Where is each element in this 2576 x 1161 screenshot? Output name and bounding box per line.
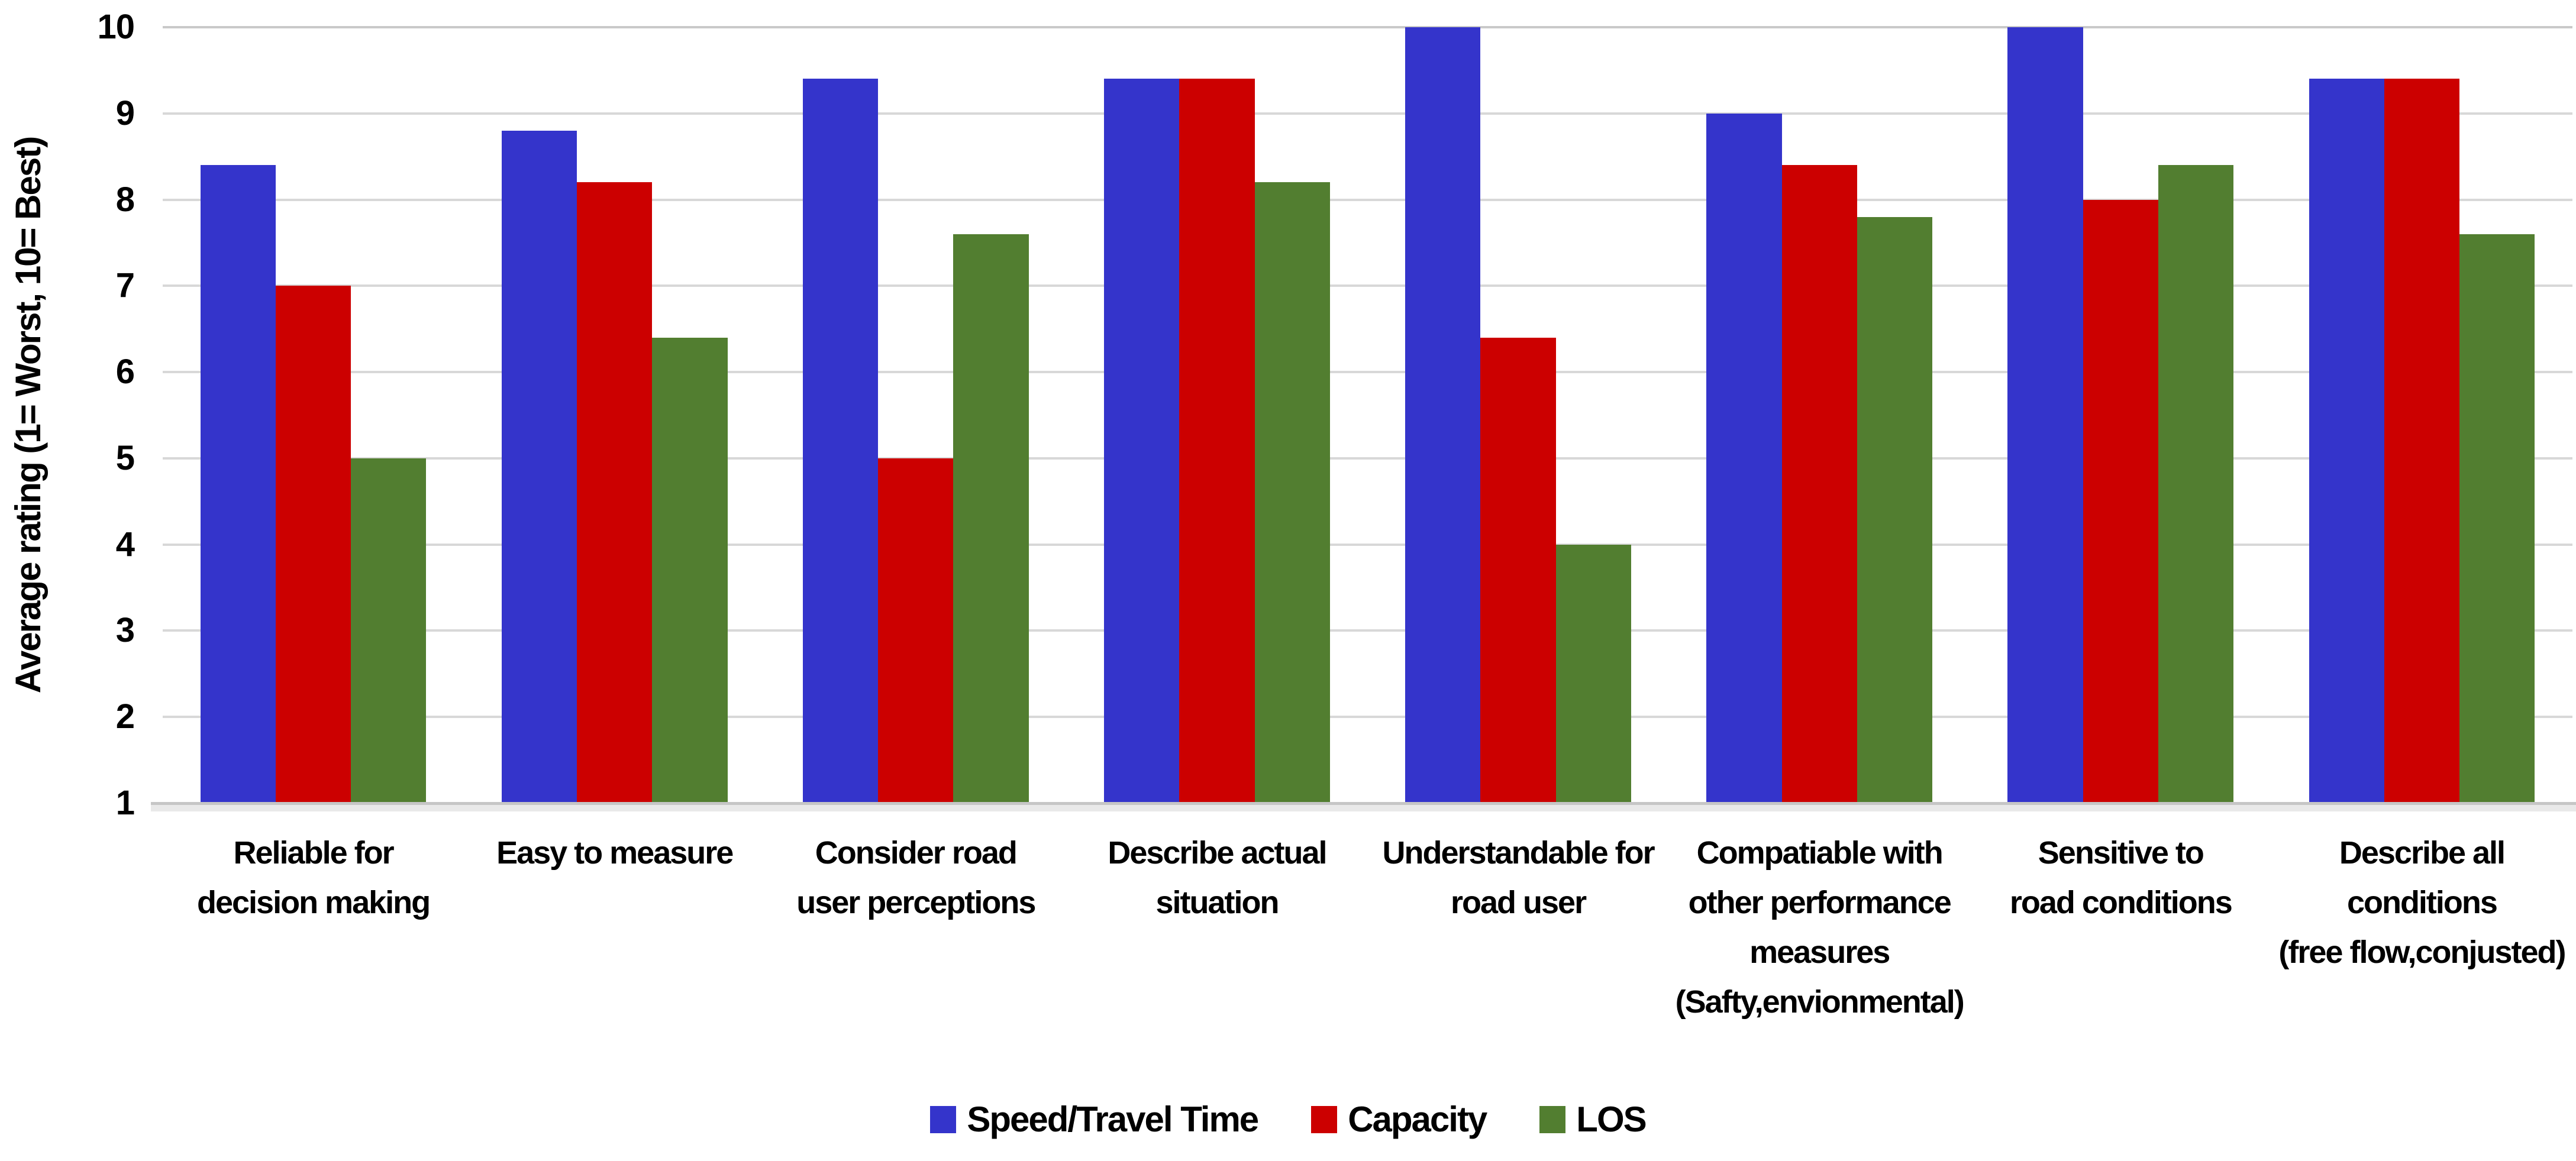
bar-group-sensitive-to: [1970, 27, 2271, 803]
bar-capacity-3: [878, 458, 954, 803]
x-axis-line: [151, 802, 2576, 805]
bar-los-6: [1857, 216, 1933, 803]
legend-item-capacity: Capacity: [1311, 1099, 1487, 1140]
bar-capacity-7: [2083, 199, 2158, 803]
category-label-describe-actual: Describe actual situation: [1108, 835, 1327, 920]
category-label-describe-all: Describe all conditions (free flow,conju…: [2278, 835, 2566, 970]
legend-item-speed-travel-time: Speed/Travel Time: [930, 1099, 1259, 1140]
y-tick-label-3: 3: [115, 611, 135, 650]
bar-speed-travel-time-6: [1706, 113, 1782, 803]
bar-capacity-5: [1480, 337, 1556, 803]
legend-swatch-los: [1539, 1105, 1566, 1133]
bar-capacity-8: [2384, 79, 2460, 803]
bar-capacity-4: [1179, 79, 1255, 803]
category-label-easy-to-measure: Easy to measure: [496, 835, 734, 871]
gridline-10: [163, 26, 2572, 28]
x-axis-category-labels: Reliable for decision making Easy to meas…: [163, 828, 2572, 1027]
y-tick-label-8: 8: [115, 180, 135, 219]
bar-capacity-1: [275, 286, 351, 803]
bar-group-compatiable-with: [1669, 27, 1970, 803]
category-label-sensitive-to: Sensitive to road conditions: [2009, 835, 2233, 920]
bar-group-understandable-for: [1368, 27, 1669, 803]
bar-speed-travel-time-7: [2007, 27, 2083, 803]
bar-capacity-2: [577, 182, 653, 803]
gridline-7: [163, 284, 2572, 287]
category-label-reliable-for: Reliable for decision making: [197, 835, 431, 920]
bar-los-1: [351, 458, 427, 803]
bar-speed-travel-time-5: [1405, 27, 1481, 803]
bar-los-2: [652, 337, 728, 803]
plot-area: [163, 27, 2572, 803]
legend-item-los: LOS: [1539, 1099, 1647, 1140]
bar-los-8: [2459, 234, 2535, 803]
bar-group-reliable-for: [163, 27, 464, 803]
bar-speed-travel-time-3: [802, 79, 879, 803]
legend-swatch-speed-travel-time: [930, 1105, 957, 1133]
gridline-8: [163, 198, 2572, 201]
legend-swatch-capacity: [1311, 1105, 1338, 1133]
y-tick-label-2: 2: [115, 697, 135, 736]
category-label-understandable-for: Understandable for road user: [1382, 835, 1655, 920]
bar-speed-travel-time-1: [200, 165, 276, 803]
bar-los-3: [953, 234, 1029, 803]
bar-speed-travel-time-2: [501, 130, 577, 803]
y-tick-label-7: 7: [115, 266, 135, 305]
legend: Speed/Travel Time Capacity LOS: [0, 1099, 2576, 1140]
x-axis-shadow: [151, 805, 2576, 811]
gridline-4: [163, 543, 2572, 546]
gridline-9: [163, 112, 2572, 115]
category-label-consider-road: Consider road user perceptions: [796, 835, 1036, 920]
y-tick-label-4: 4: [115, 525, 135, 564]
bar-group-consider-road: [765, 27, 1066, 803]
gridline-5: [163, 457, 2572, 460]
y-tick-label-6: 6: [115, 352, 135, 392]
bar-los-4: [1254, 182, 1330, 803]
legend-label-capacity: Capacity: [1348, 1099, 1487, 1139]
category-label-compatiable-with: Compatiable with other performance measu…: [1675, 835, 1965, 1020]
y-tick-label-9: 9: [115, 93, 135, 132]
y-tick-label-5: 5: [115, 438, 135, 477]
bar-group-easy-to-measure: [464, 27, 765, 803]
bar-speed-travel-time-8: [2309, 79, 2384, 803]
bar-los-7: [2158, 165, 2234, 803]
bar-speed-travel-time-4: [1104, 79, 1180, 803]
y-tick-label-10: 10: [97, 8, 135, 46]
gridline-6: [163, 371, 2572, 374]
bar-group-describe-actual: [1066, 27, 1367, 803]
legend-label-los: LOS: [1576, 1099, 1647, 1139]
gridline-2: [163, 716, 2572, 719]
bar-capacity-6: [1781, 165, 1857, 803]
bar-los-5: [1555, 544, 1631, 803]
bar-group-describe-all: [2271, 27, 2572, 803]
legend-label-speed-travel-time: Speed/Travel Time: [967, 1099, 1259, 1139]
y-tick-label-1: 1: [115, 784, 135, 822]
gridline-3: [163, 629, 2572, 632]
